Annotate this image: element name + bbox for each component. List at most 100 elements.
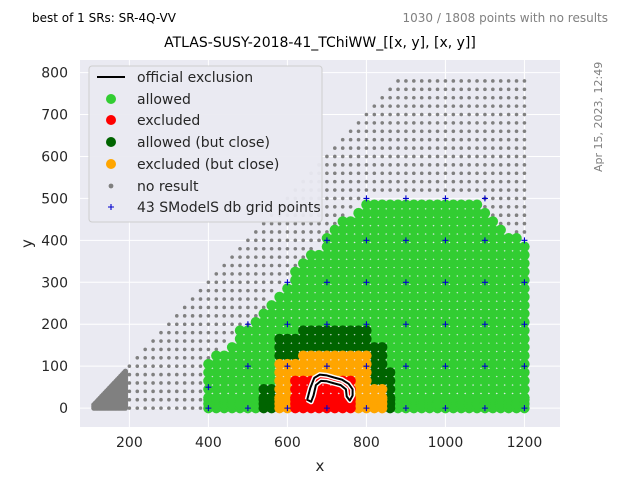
no-result-point (498, 171, 503, 176)
allowed-point (416, 233, 427, 244)
excluded-close-point (313, 350, 325, 361)
no-result-point (356, 171, 361, 176)
no-result-point (285, 255, 290, 259)
allowed-point (400, 207, 412, 219)
allowed-point (503, 384, 514, 395)
no-result-point (451, 146, 456, 150)
allowed-point (463, 266, 475, 278)
no-result-point (254, 305, 258, 310)
allowed-point (211, 384, 222, 395)
allowed-point (519, 241, 530, 252)
no-result-point (167, 339, 171, 343)
no-result-point (159, 355, 163, 360)
allowed-point (448, 216, 459, 227)
allowed-point (511, 291, 522, 303)
allowed-point (416, 291, 427, 303)
no-result-point (404, 171, 408, 176)
no-result-point (451, 87, 456, 92)
no-result-point (522, 179, 527, 184)
allowed-point (392, 384, 404, 395)
excluded-close-point (369, 392, 380, 403)
allowed-point (448, 316, 459, 328)
no-result-point (514, 163, 519, 167)
no-result-point (491, 154, 495, 159)
allowed-point (298, 258, 309, 269)
allowed-point (353, 291, 364, 303)
allowed-point (345, 224, 356, 236)
no-result-point (174, 381, 179, 385)
allowed-point (487, 342, 499, 353)
no-result-point (333, 163, 337, 167)
no-result-point (506, 121, 511, 125)
no-result-point (514, 188, 519, 192)
allowed-point (408, 199, 420, 210)
no-result-point (483, 137, 487, 142)
excluded-close-point (313, 358, 325, 370)
allowed-point (384, 291, 396, 303)
allowed-point (377, 308, 388, 319)
allowed-point (258, 325, 269, 336)
no-result-point (467, 179, 471, 184)
no-result-point (498, 87, 503, 92)
no-result-point (206, 288, 211, 293)
allowed-point (329, 283, 341, 294)
excluded-close-point (298, 358, 309, 370)
no-result-point (388, 121, 392, 125)
allowed-point (448, 249, 459, 261)
no-result-point (198, 314, 203, 318)
no-result-point (372, 137, 377, 142)
no-result-point (443, 146, 448, 150)
allowed-point (392, 216, 404, 227)
no-result-point (309, 246, 313, 251)
no-result-point (419, 95, 424, 100)
allowed-point (290, 316, 301, 328)
legend-label-excluded-close: excluded (but close) (137, 157, 279, 173)
no-result-point (396, 95, 400, 100)
excluded-close-point (282, 367, 293, 378)
db-grid-point (402, 237, 409, 244)
no-result-point (261, 238, 266, 243)
allowed-point (384, 342, 396, 353)
allowed-point (487, 325, 499, 336)
no-result-point (475, 129, 479, 134)
allowed-point (432, 316, 443, 328)
excluded-close-point (274, 384, 285, 395)
allowed-point (416, 308, 427, 319)
allowed-close-point (290, 342, 301, 353)
allowed-point (290, 266, 301, 278)
no-result-point (261, 280, 266, 285)
allowed-close-point (313, 342, 325, 353)
allowed-point (369, 233, 380, 244)
allowed-point (266, 308, 277, 319)
allowed-point (329, 258, 341, 269)
allowed-point (400, 216, 412, 227)
allowed-point (258, 316, 269, 328)
no-result-point (419, 137, 424, 142)
no-result-point (435, 95, 440, 100)
no-result-point (127, 406, 132, 410)
excluded-point (298, 392, 309, 403)
no-result-point (277, 246, 282, 251)
no-result-point (475, 79, 479, 83)
allowed-point (337, 216, 348, 227)
allowed-point (463, 358, 475, 370)
no-result-point (451, 188, 456, 192)
no-result-point (198, 372, 203, 377)
allowed-point (448, 258, 459, 269)
allowed-close-point (337, 342, 348, 353)
no-result-point (522, 230, 527, 234)
no-result-point (277, 280, 282, 285)
db-grid-point (205, 405, 212, 412)
no-result-point (198, 355, 203, 360)
no-result-point (222, 314, 226, 318)
excluded-close-point (345, 358, 356, 370)
no-result-point (514, 221, 519, 226)
no-result-point (491, 129, 495, 134)
no-result-point (514, 146, 519, 150)
allowed-point (432, 300, 443, 311)
no-result-point (412, 129, 416, 134)
no-result-point (167, 364, 171, 368)
no-result-point (206, 280, 211, 285)
no-result-point (198, 381, 203, 385)
no-result-point (190, 389, 195, 394)
